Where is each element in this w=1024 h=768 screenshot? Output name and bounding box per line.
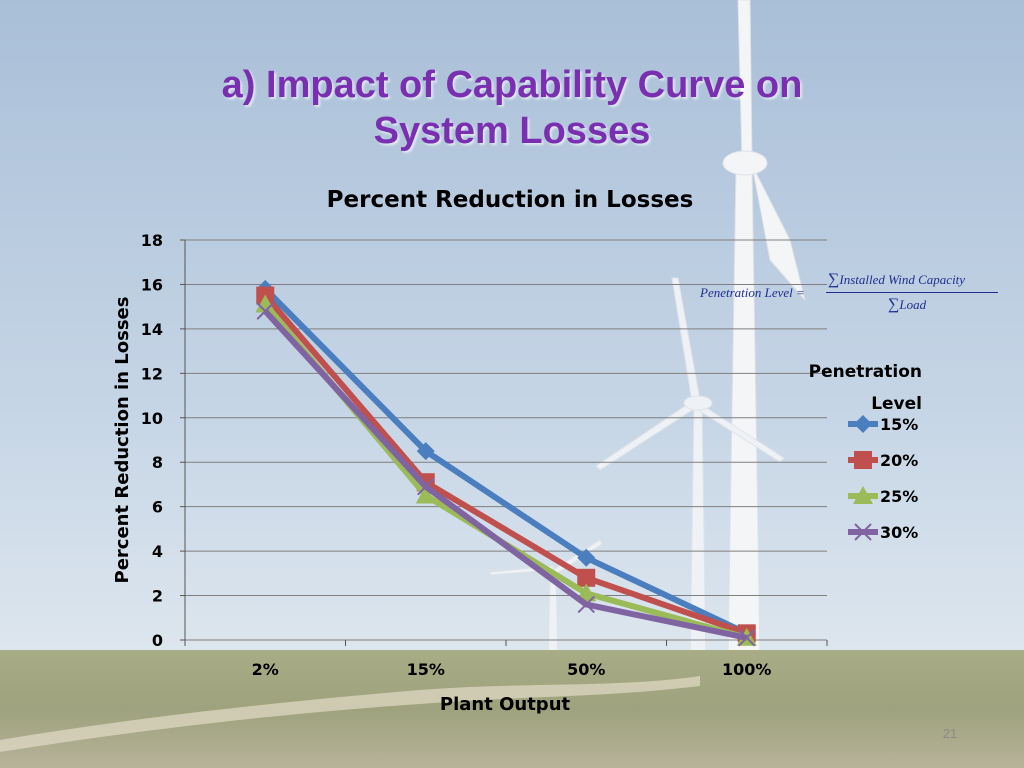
- formula-fraction-bar: [826, 292, 998, 293]
- x-axis-label: Plant Output: [440, 694, 571, 715]
- y-tick-label: 12: [141, 364, 163, 383]
- legend-marker: [853, 486, 873, 504]
- penetration-formula: Penetration Level = ∑Installed Wind Capa…: [700, 270, 1000, 314]
- slide-title: a) Impact of Capability Curve on System …: [0, 62, 1024, 154]
- data-point-x: [256, 302, 274, 320]
- series-line: [262, 293, 748, 637]
- x-tick-label: 2%: [252, 660, 279, 679]
- slide-title-line-2: System Losses: [373, 110, 651, 152]
- chart-gridlines: [180, 239, 828, 646]
- legend-item: 30%: [848, 523, 918, 542]
- legend-items: 15% 20% 25% 30%: [848, 415, 918, 542]
- legend-item: 25%: [848, 486, 918, 506]
- data-point-triangle: [576, 583, 597, 602]
- series-30%: [256, 302, 756, 647]
- legend: Penetration Level 15% 20% 25% 30%: [809, 362, 922, 542]
- series-line: [262, 302, 748, 641]
- sum-icon: ∑: [828, 271, 840, 288]
- y-tick-label: 4: [152, 542, 163, 561]
- legend-title-line-2: Level: [871, 394, 922, 414]
- series-25%: [255, 294, 757, 646]
- chart-title: Percent Reduction in Losses: [327, 187, 694, 213]
- x-axis-ticks: 2% 15% 50% 100%: [252, 660, 772, 679]
- series-line: [263, 309, 748, 641]
- legend-item: 15%: [848, 415, 918, 434]
- legend-marker: [854, 523, 872, 541]
- formula-numerator-text: Installed Wind Capacity: [839, 272, 966, 287]
- formula-denominator: ∑Load: [888, 296, 926, 314]
- sum-icon-2: ∑: [888, 296, 900, 313]
- slide-title-line-1: a) Impact of Capability Curve on: [221, 64, 803, 106]
- y-tick-label: 16: [141, 275, 163, 294]
- x-tick-label: 100%: [722, 660, 771, 679]
- chart-series: [255, 279, 757, 647]
- formula-numerator: ∑Installed Wind Capacity: [828, 271, 965, 289]
- legend-marker: [854, 415, 872, 433]
- formula-lhs: Penetration Level =: [700, 285, 805, 300]
- x-tick-label: 50%: [567, 660, 605, 679]
- legend-item: 20%: [848, 451, 918, 470]
- legend-label: 15%: [880, 415, 918, 434]
- data-point-x: [577, 595, 595, 614]
- y-tick-label: 14: [141, 320, 163, 339]
- y-tick-label: 2: [152, 587, 163, 606]
- series-15%: [256, 279, 756, 643]
- y-tick-label: 0: [152, 631, 163, 650]
- y-axis-label: Percent Reduction in Losses: [112, 297, 133, 584]
- legend-title-line-1: Penetration: [809, 362, 922, 382]
- y-tick-label: 18: [141, 231, 163, 250]
- legend-marker: [854, 451, 872, 469]
- series-20%: [256, 286, 756, 643]
- data-point-diamond: [577, 548, 596, 567]
- y-tick-label: 8: [152, 453, 163, 472]
- legend-label: 30%: [880, 523, 918, 542]
- data-point-triangle: [255, 294, 276, 313]
- formula-denominator-text: Load: [899, 297, 927, 312]
- y-tick-label: 10: [141, 409, 163, 428]
- data-point-diamond: [416, 442, 435, 461]
- data-point-x: [738, 629, 756, 647]
- data-point-triangle: [415, 485, 436, 504]
- y-tick-label: 6: [152, 498, 163, 517]
- x-tick-label: 15%: [407, 660, 445, 679]
- y-axis-ticks: 0 2 4 6 8 10 12 14 16 18: [141, 231, 163, 650]
- series-line: [263, 286, 749, 637]
- page-number: 21: [942, 726, 958, 741]
- data-point-square: [577, 568, 596, 587]
- legend-label: 20%: [880, 451, 918, 470]
- legend-label: 25%: [880, 487, 918, 506]
- data-point-x: [417, 477, 435, 496]
